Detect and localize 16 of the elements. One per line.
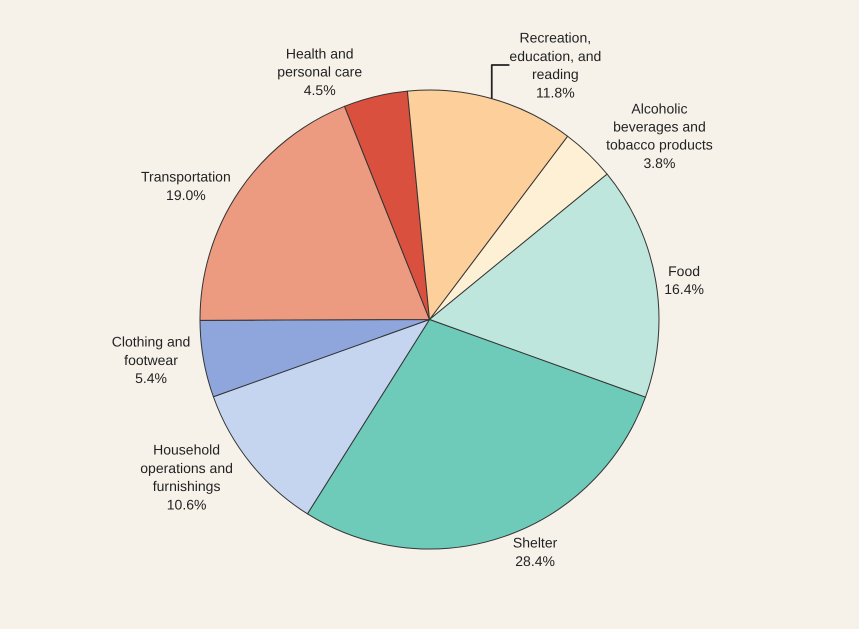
data-label: 11.8% bbox=[536, 84, 575, 100]
slice-label: Clothing and footwear bbox=[112, 334, 190, 368]
slice-label: Shelter bbox=[512, 534, 558, 551]
slice-label: Health and personal care bbox=[277, 46, 362, 80]
data-label: 5.4% bbox=[135, 370, 167, 386]
slice-label: Alcoholic beverages and tobacco products bbox=[606, 100, 713, 153]
slice-label: Transportation bbox=[140, 168, 231, 185]
data-label: 10.6% bbox=[166, 496, 206, 512]
data-label: 19.0% bbox=[166, 186, 206, 203]
data-label: 28.4% bbox=[515, 552, 555, 569]
data-label: 16.4% bbox=[664, 281, 704, 298]
slice-label: Household operations and furnishings bbox=[140, 442, 233, 494]
data-label: 4.5% bbox=[304, 82, 336, 98]
slice-label: Food bbox=[668, 263, 700, 280]
slice-label: Recreation, education, and reading bbox=[509, 30, 602, 82]
data-label: 3.8% bbox=[643, 154, 676, 171]
